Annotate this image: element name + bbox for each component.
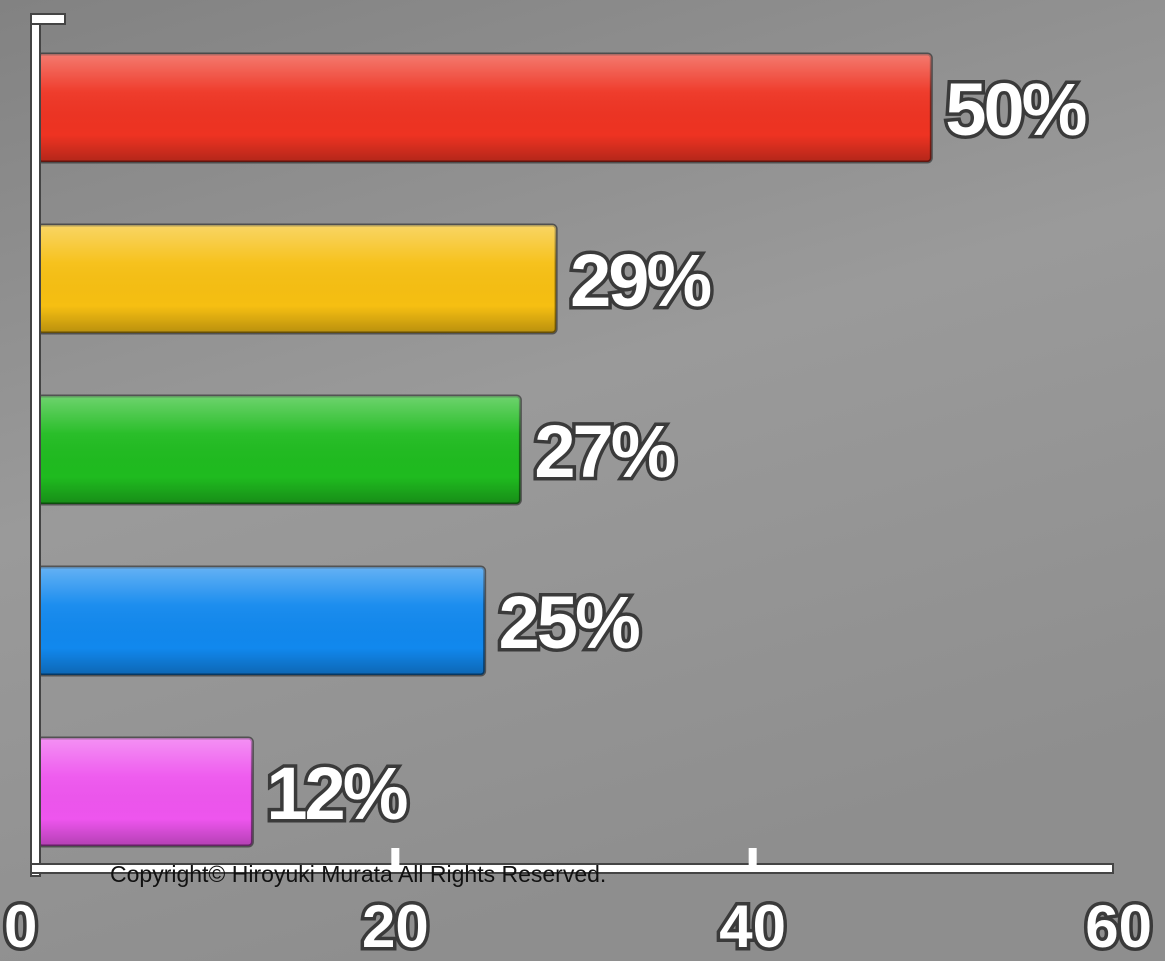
bar-gloss bbox=[38, 396, 521, 504]
x-tick-mark bbox=[391, 848, 400, 868]
ticks-layer: 0 20 40 60 bbox=[1, 848, 1156, 961]
bar-2 bbox=[36, 223, 558, 335]
copyright-notice: Copyright© Hiroyuki Murata All Rights Re… bbox=[110, 861, 606, 887]
bar-5 bbox=[36, 736, 254, 848]
x-tick-label: 60 bbox=[1085, 893, 1152, 960]
bar-value-label: 27% bbox=[534, 410, 674, 493]
x-tick-mark bbox=[748, 848, 757, 868]
bar-4 bbox=[36, 565, 487, 677]
x-axis-line bbox=[30, 863, 1114, 874]
bar-value-label: 50% bbox=[945, 68, 1085, 151]
y-axis-line bbox=[30, 15, 41, 877]
bars-layer bbox=[36, 52, 933, 848]
x-tick-label: 40 bbox=[719, 893, 786, 960]
bar-gloss bbox=[38, 567, 485, 675]
y-axis-top-cap bbox=[30, 13, 66, 25]
bar-value-label: 25% bbox=[499, 581, 639, 664]
x-tick-label: 0 bbox=[4, 893, 37, 960]
bar-gloss bbox=[38, 225, 557, 333]
bar-value-label: 12% bbox=[266, 752, 406, 835]
bar-value-label: 29% bbox=[570, 239, 710, 322]
bar-3 bbox=[36, 394, 522, 506]
labels-layer: 50% 29% 27% 25% 12% bbox=[263, 65, 1092, 839]
bar-gloss bbox=[38, 54, 932, 162]
x-tick-label: 20 bbox=[362, 893, 429, 960]
axis-layer bbox=[30, 13, 1114, 877]
bar-1 bbox=[36, 52, 933, 164]
bar-gloss bbox=[38, 738, 253, 846]
